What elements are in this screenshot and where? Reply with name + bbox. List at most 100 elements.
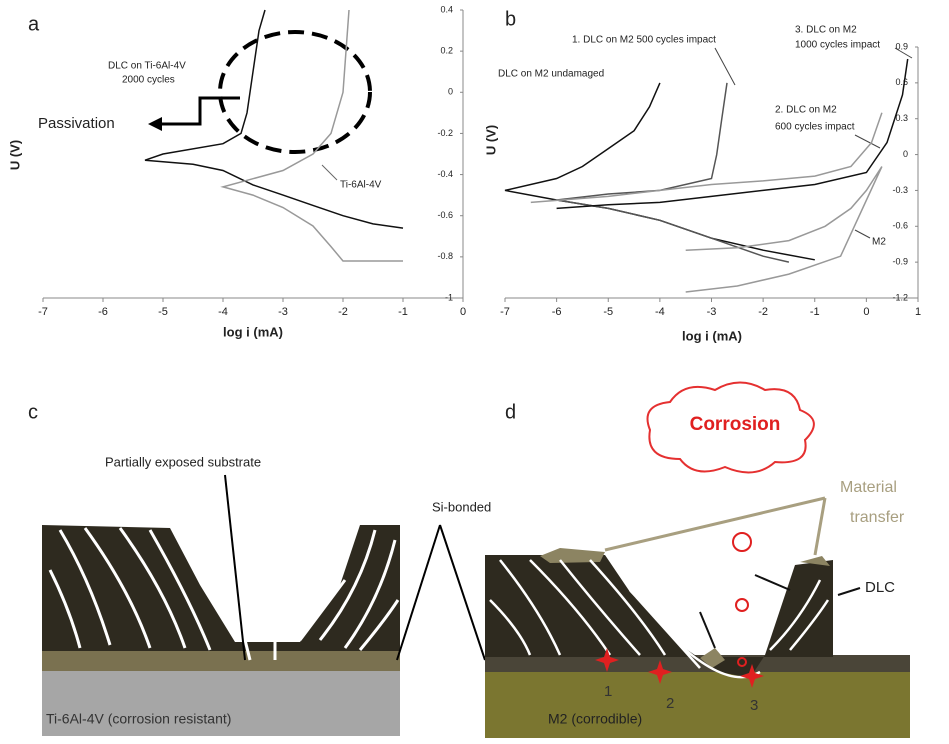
y-tick-label: 0.6 — [895, 77, 908, 87]
arrow — [439, 524, 486, 661]
annotation: M2 — [872, 237, 886, 248]
panel-label: b — [505, 8, 516, 30]
label: DLC — [865, 579, 895, 596]
annotation: Passivation — [38, 115, 115, 132]
annotation: 1000 cycles impact — [795, 40, 880, 51]
arrow — [754, 574, 791, 591]
interlayer — [42, 650, 400, 671]
arrow-head — [148, 117, 162, 131]
y-tick-label: -0.2 — [437, 128, 453, 138]
dashed-ellipse — [218, 30, 372, 154]
annotation: 1. DLC on M2 500 cycles impact — [572, 35, 716, 46]
y-tick-label: -0.6 — [437, 210, 453, 220]
panel-label: d — [505, 401, 516, 423]
label: Si-bonded — [432, 499, 491, 514]
label: Material — [840, 479, 897, 496]
arrow — [396, 524, 441, 661]
passivation-arrow — [160, 96, 240, 126]
series-line — [220, 9, 403, 262]
label: Debris — [667, 591, 705, 606]
y-tick-label: -0.9 — [892, 257, 908, 267]
y-tick-label: 0.3 — [895, 113, 908, 123]
cracks — [48, 527, 400, 661]
label: Ti-6Al-4V (corrosion resistant) — [46, 711, 231, 727]
x-tick-label: -3 — [707, 306, 717, 318]
x-tick-label: -2 — [758, 306, 768, 318]
transfer — [540, 548, 605, 563]
arrow — [224, 474, 246, 661]
dlc-coating — [485, 555, 833, 678]
x-tick-label: -1 — [398, 306, 408, 318]
x-axis-label: log i (mA) — [223, 324, 283, 339]
y-tick-label: -1 — [445, 292, 453, 302]
y-tick-label: -1.2 — [892, 292, 908, 302]
y-tick-label: -0.4 — [437, 169, 453, 179]
label: Corrosion — [690, 414, 781, 435]
annotation: DLC on M2 undamaged — [498, 69, 604, 80]
label: M2 (corrodible) — [548, 711, 642, 727]
y-tick-label: 0 — [448, 87, 453, 97]
leader — [854, 134, 881, 149]
annotation: 2000 cycles — [122, 75, 175, 86]
x-tick-label: -5 — [158, 306, 168, 318]
x-tick-label: -3 — [278, 306, 288, 318]
x-tick-label: -2 — [338, 306, 348, 318]
y-axis-label: U (V) — [483, 125, 498, 155]
x-tick-label: -7 — [500, 306, 510, 318]
label: Partially exposed substrate — [105, 454, 261, 469]
y-tick-label: 0.9 — [895, 41, 908, 51]
leader — [321, 164, 338, 181]
annotation: 600 cycles impact — [775, 122, 855, 133]
series-line — [530, 112, 883, 204]
series-line — [504, 82, 815, 261]
x-tick-label: -1 — [810, 306, 820, 318]
x-tick-label: -7 — [38, 306, 48, 318]
x-tick-label: -6 — [552, 306, 562, 318]
annotation: Ti-6Al-4V — [340, 180, 382, 191]
y-tick-label: -0.8 — [437, 251, 453, 261]
annotation: 3. DLC on M2 — [795, 25, 857, 36]
x-tick-label: 0 — [863, 306, 869, 318]
debris — [700, 648, 725, 668]
leader — [714, 47, 736, 86]
substrate — [42, 670, 400, 736]
y-tick-label: 0.2 — [440, 46, 453, 56]
bubble — [732, 532, 752, 552]
label: 3 — [750, 697, 758, 714]
label: 1 — [604, 683, 612, 700]
x-tick-label: -4 — [655, 306, 665, 318]
label: transfer — [850, 509, 905, 526]
series-line — [556, 82, 790, 263]
y-tick-label: -0.3 — [892, 185, 908, 195]
cloud — [646, 381, 815, 474]
dlc-coating — [42, 525, 400, 651]
stars — [595, 648, 764, 688]
y-axis-label: U (V) — [7, 140, 22, 170]
series-line — [556, 58, 909, 210]
label: Fatigue cracks — [640, 561, 725, 576]
arrow — [837, 587, 861, 596]
series-line — [685, 166, 883, 293]
bubble — [735, 598, 749, 612]
x-tick-label: -6 — [98, 306, 108, 318]
panel-label: a — [28, 13, 40, 35]
x-tick-label: 0 — [460, 306, 466, 318]
leader — [854, 229, 871, 239]
annotation: 2. DLC on M2 — [775, 105, 837, 116]
label: 2 — [666, 695, 674, 712]
x-axis-label: log i (mA) — [682, 328, 742, 343]
bubble — [737, 657, 747, 667]
cracks — [489, 559, 830, 679]
arrow — [699, 611, 716, 649]
y-tick-label: 0 — [903, 149, 908, 159]
x-tick-label: -5 — [603, 306, 613, 318]
substrate — [485, 670, 910, 738]
leader — [894, 47, 913, 59]
x-tick-label: -4 — [218, 306, 228, 318]
transfer — [800, 556, 830, 566]
arrow — [604, 496, 827, 556]
x-tick-label: 1 — [915, 306, 921, 318]
series-line — [144, 9, 404, 229]
annotation: DLC on Ti-6Al-4V — [108, 61, 186, 72]
